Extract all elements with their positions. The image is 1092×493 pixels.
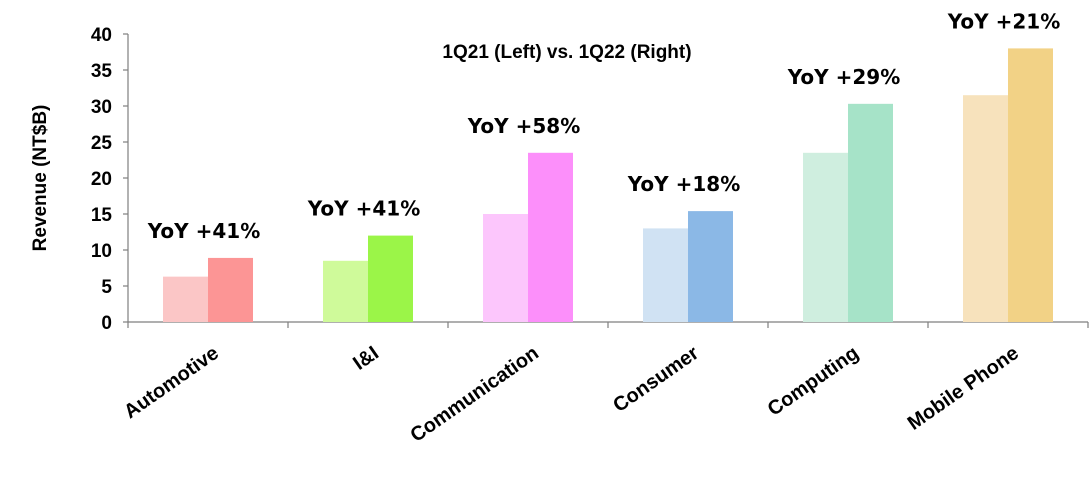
yoy-annotation: YoY +29% (787, 65, 900, 89)
axes (123, 33, 1089, 328)
bar-1q22 (688, 211, 733, 322)
bar-1q22 (1008, 48, 1053, 323)
bar-1q22 (368, 235, 413, 322)
yoy-annotation: YoY +41% (147, 219, 260, 243)
bar-1q21 (163, 276, 208, 322)
yoy-annotation: YoY +58% (467, 114, 580, 138)
bar-1q22 (528, 152, 573, 322)
bar-1q21 (963, 95, 1008, 322)
bar-1q21 (803, 152, 848, 322)
bar-1q22 (848, 103, 893, 322)
bar-1q21 (323, 260, 368, 322)
chart-title: 1Q21 (Left) vs. 1Q22 (Right) (442, 42, 691, 63)
category-label: Mobile Phone (904, 342, 1023, 435)
category-label: Computing (764, 342, 863, 421)
yoy-annotation: YoY +41% (307, 197, 420, 221)
bar-1q21 (643, 228, 688, 322)
y-tick-label: 10 (91, 241, 112, 262)
y-axis-title: Revenue (NT$B) (30, 105, 51, 252)
category-label: I&I (349, 342, 383, 375)
category-label: Consumer (609, 342, 703, 417)
y-tick-label: 0 (101, 313, 112, 334)
yoy-annotation: YoY +21% (947, 9, 1060, 33)
category-label: Automotive (120, 342, 223, 423)
y-tick-label: 15 (91, 205, 113, 226)
y-tick-label: 40 (91, 25, 112, 46)
y-tick-label: 5 (101, 277, 112, 298)
y-tick-label: 20 (91, 169, 112, 190)
category-labels: Automotive I&I Communication Consumer Comput… (120, 342, 1023, 447)
bar-1q21 (483, 214, 528, 322)
bar-1q22 (208, 257, 253, 322)
y-tick-label: 25 (91, 133, 113, 154)
yoy-annotations: YoY +41% YoY +41% YoY +58% YoY +18% YoY +29%… (147, 9, 1060, 243)
bars (163, 48, 1053, 323)
y-tick-label: 35 (91, 61, 113, 82)
yoy-annotation: YoY +18% (627, 172, 740, 196)
y-tick-label: 30 (91, 97, 112, 118)
y-tick-labels: 0 5 10 15 20 25 30 35 40 (91, 25, 113, 334)
category-label: Communication (406, 342, 542, 447)
